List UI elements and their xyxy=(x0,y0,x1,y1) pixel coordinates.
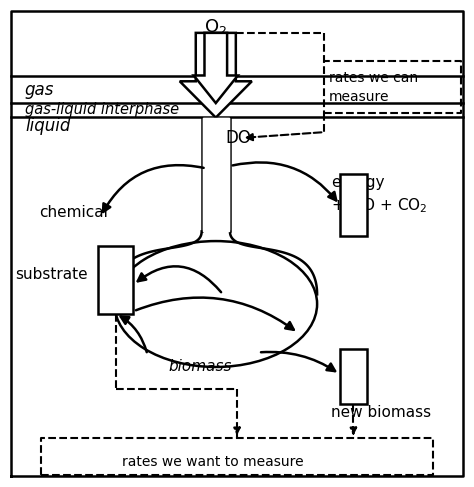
Bar xyxy=(340,174,367,236)
Polygon shape xyxy=(194,33,238,103)
Text: substrate: substrate xyxy=(16,267,88,282)
Text: biomass: biomass xyxy=(169,359,232,375)
Text: new biomass: new biomass xyxy=(331,405,431,419)
Text: energy
+H$_2$O + CO$_2$: energy +H$_2$O + CO$_2$ xyxy=(331,175,428,215)
Text: O$_2$: O$_2$ xyxy=(204,17,228,37)
Text: liquid: liquid xyxy=(25,117,70,135)
Bar xyxy=(98,246,133,314)
Bar xyxy=(340,349,367,404)
Text: DO: DO xyxy=(225,129,251,147)
Text: rates we can
measure: rates we can measure xyxy=(329,72,418,104)
Text: gas: gas xyxy=(25,80,55,98)
Polygon shape xyxy=(180,33,252,117)
Ellipse shape xyxy=(115,241,317,367)
Text: rates we want to measure: rates we want to measure xyxy=(121,455,303,469)
Text: chemical: chemical xyxy=(39,205,108,220)
Text: gas-liquid interphase: gas-liquid interphase xyxy=(25,102,179,117)
